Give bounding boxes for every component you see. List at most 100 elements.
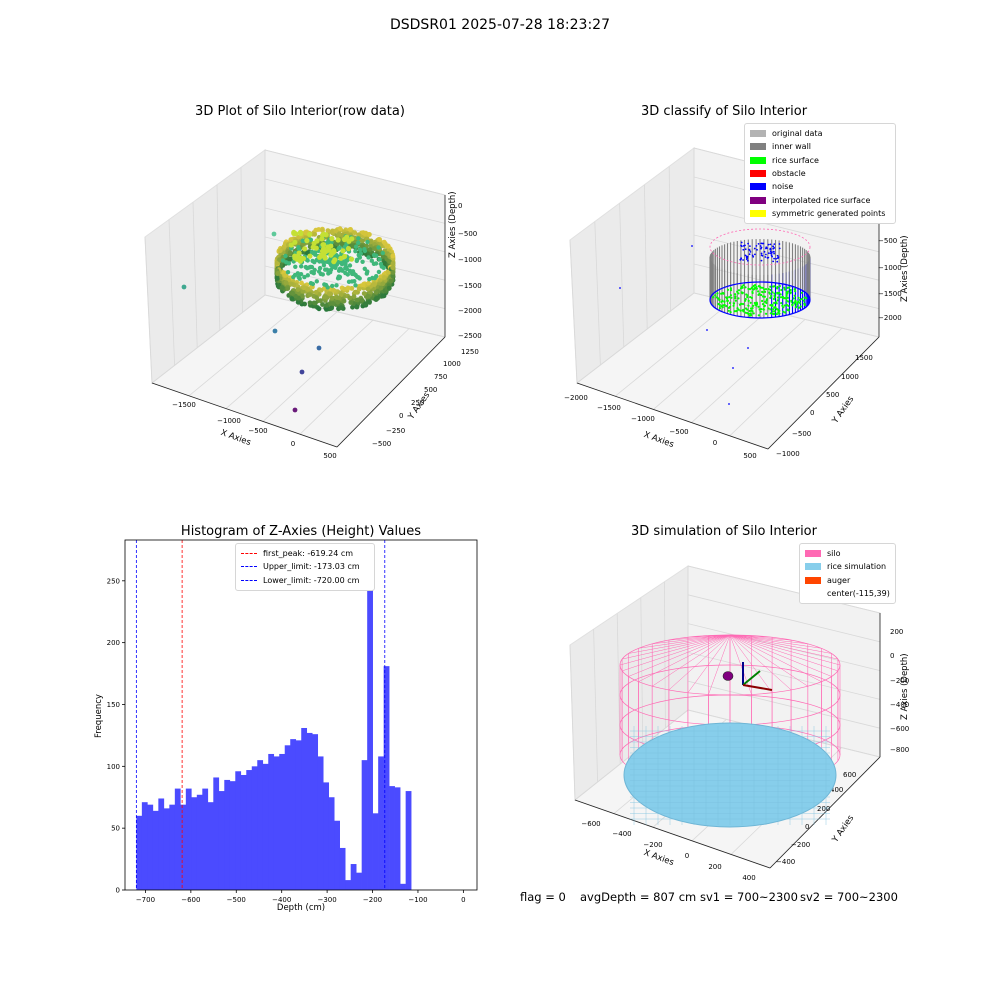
rice-surface-point [778,309,781,312]
histogram-bar [174,788,181,890]
noise-point [748,253,751,256]
scatter-point [318,287,324,293]
rice-surface-point [740,291,743,294]
rice-surface-point [776,299,779,302]
auger-axis-y [742,670,761,686]
scatter-point [302,246,308,252]
rice-surface-point [717,297,720,300]
scatter-point [307,253,313,259]
grid-line [691,319,806,423]
legend-label: auger [827,575,851,585]
legend-swatch [750,196,766,204]
noise-point [769,248,772,251]
histogram-bar [163,808,170,890]
noise-point [748,249,751,252]
legend-label: obstacle [772,169,806,179]
silo-roof-wire [729,634,773,693]
scatter-point [370,275,375,281]
y-tick-label: 0 [399,412,403,420]
scatter-point [355,274,360,280]
rice-surface-point [757,314,760,317]
x-tick-label: 0 [685,852,689,860]
z-tick-label: −2500 [458,332,482,340]
silo-roof-wire [729,634,808,687]
histogram-bar [317,756,324,890]
x-tick-label: −200 [363,896,382,904]
x-tick-label: −600 [181,896,200,904]
y-tick-label: 250 [411,399,424,407]
scatter-point [331,259,337,265]
scatter-point [366,280,371,286]
silo-roof-wire [729,634,792,641]
x-tick-label: −300 [317,896,336,904]
rice-surface-point [737,292,740,295]
scatter-point [371,261,377,266]
rice-surface-point [772,297,776,301]
silo-roof-wire [729,634,832,677]
scatter-point [330,301,336,306]
silo-roof-wire [729,634,822,649]
rice-surface-point [769,308,772,311]
scatter-point [335,237,341,243]
scatter-point [296,250,302,256]
panel1-title: 3D Plot of Silo Interior(row data) [195,104,405,119]
legend-item-noise: noise [750,180,890,193]
silo-roof-wire [628,634,731,654]
avg-depth-text: avgDepth = 807 cm [580,890,697,904]
rice-surface-point [780,288,783,292]
scatter-point [347,295,353,301]
rice-surface-point [744,307,748,310]
silo-roof-wire [652,634,731,645]
histogram-bar [367,554,373,890]
scatter-point [341,236,348,243]
rice-surface-point [776,286,779,289]
scatter-point [289,296,295,301]
noise-point [691,245,693,247]
histogram-title: Histogram of Z-Axies (Height) Values [180,524,422,539]
rice-surface-point [774,306,777,309]
grid-line [192,202,198,348]
histogram-bar [224,779,231,890]
noise-point [767,256,770,259]
rice-surface-point [753,286,757,290]
scatter-point [321,263,327,268]
scatter-point [299,280,304,286]
legend-item-inner-wall: inner wall [750,140,890,153]
scatter-point [337,266,343,271]
grid-line [144,236,153,384]
scatter-point [279,285,285,290]
silo-roof-wire [638,634,731,649]
axis-line [576,382,769,450]
legend-label: noise [772,182,794,192]
outlier-point [272,328,278,334]
outlier-point [299,369,305,375]
grid-line [653,310,769,410]
rice-surface-point [771,310,774,313]
histogram-bar [152,810,159,890]
scatter-point [310,258,315,264]
noise-point [771,255,773,258]
rice-surface-point [732,302,736,305]
rice-surface-point [718,307,722,310]
rice-surface-point [726,288,730,291]
rice-surface-point [803,296,806,299]
rice-surface-point [782,310,785,313]
x-tick-label: −500 [248,427,267,435]
sv2-text: sv2 = 700~2300 [800,890,898,904]
rice-surface-point [723,300,726,303]
histogram-bar [290,739,297,890]
scatter-point [349,236,355,242]
axis-line [574,799,771,869]
grid-line [687,680,881,729]
legend-item-lower-limit: Lower_limit: -720.00 cm [241,574,369,587]
rice-surface-point [755,287,759,290]
scatter-point [345,285,351,291]
scatter-point [347,263,353,268]
axis-line [769,756,881,869]
scatter-point [356,236,361,241]
scatter-point [316,306,322,312]
grid-line [619,203,625,348]
histogram-bar [246,770,253,890]
histogram-bar [284,745,291,890]
noise-point [742,259,744,261]
